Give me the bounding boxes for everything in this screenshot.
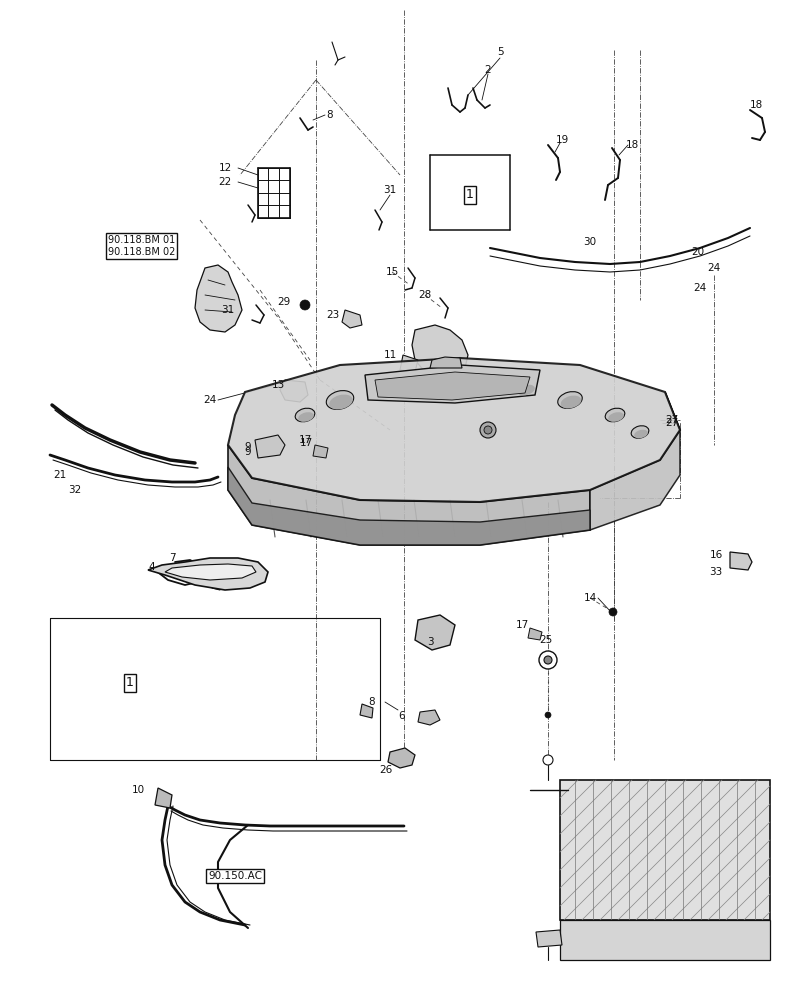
Polygon shape (730, 552, 752, 570)
Text: 1: 1 (466, 188, 474, 202)
Circle shape (484, 426, 492, 434)
Ellipse shape (634, 430, 648, 438)
Circle shape (300, 300, 310, 310)
Text: 25: 25 (540, 635, 553, 645)
Circle shape (609, 608, 617, 616)
Polygon shape (412, 325, 468, 378)
Text: 11: 11 (383, 350, 397, 360)
Ellipse shape (631, 426, 649, 438)
Text: 29: 29 (277, 297, 291, 307)
Text: 14: 14 (583, 593, 596, 603)
Text: 90.118.BM 01
90.118.BM 02: 90.118.BM 01 90.118.BM 02 (108, 235, 175, 257)
Text: 23: 23 (326, 310, 339, 320)
Text: 22: 22 (218, 177, 232, 187)
Ellipse shape (330, 395, 353, 409)
Text: 17: 17 (300, 438, 313, 448)
Polygon shape (228, 358, 680, 502)
Text: 8: 8 (326, 110, 334, 120)
Ellipse shape (326, 391, 354, 409)
Text: 8: 8 (368, 697, 375, 707)
Ellipse shape (295, 408, 315, 422)
Ellipse shape (605, 408, 625, 422)
Polygon shape (375, 372, 530, 400)
Text: 33: 33 (709, 567, 722, 577)
Ellipse shape (517, 385, 535, 395)
Text: 24: 24 (707, 263, 721, 273)
Text: 6: 6 (398, 711, 406, 721)
Circle shape (539, 651, 557, 669)
Text: 3: 3 (427, 637, 433, 647)
Polygon shape (418, 710, 440, 725)
Polygon shape (560, 920, 770, 960)
Circle shape (545, 712, 551, 718)
Text: 32: 32 (69, 485, 82, 495)
Ellipse shape (387, 385, 405, 395)
Polygon shape (536, 930, 562, 947)
Text: 27: 27 (665, 415, 679, 425)
Polygon shape (195, 265, 242, 332)
Ellipse shape (298, 412, 314, 422)
Polygon shape (255, 435, 285, 458)
Text: 27: 27 (665, 418, 679, 428)
Polygon shape (342, 310, 362, 328)
Polygon shape (212, 575, 222, 590)
Ellipse shape (385, 381, 406, 395)
Polygon shape (430, 357, 462, 368)
Polygon shape (400, 355, 418, 372)
Text: 17: 17 (516, 620, 528, 630)
Text: 28: 28 (419, 290, 431, 300)
Polygon shape (155, 788, 172, 808)
Text: 10: 10 (132, 785, 145, 795)
Polygon shape (148, 558, 268, 590)
Circle shape (544, 656, 552, 664)
Text: 9: 9 (245, 442, 251, 452)
Text: 9: 9 (245, 447, 251, 457)
Text: 15: 15 (385, 267, 398, 277)
Text: 1: 1 (126, 676, 134, 690)
Circle shape (480, 422, 496, 438)
Text: 20: 20 (692, 247, 705, 257)
Polygon shape (590, 392, 680, 530)
Polygon shape (228, 467, 590, 545)
Text: 12: 12 (218, 163, 232, 173)
Ellipse shape (561, 396, 581, 408)
Text: 21: 21 (53, 470, 66, 480)
Polygon shape (560, 780, 770, 920)
Circle shape (543, 755, 553, 765)
Polygon shape (313, 445, 328, 458)
Text: 31: 31 (383, 185, 397, 195)
Polygon shape (388, 748, 415, 768)
Text: 7: 7 (169, 553, 175, 563)
Ellipse shape (448, 375, 473, 391)
Text: 13: 13 (271, 380, 284, 390)
Text: 16: 16 (709, 550, 722, 560)
Ellipse shape (514, 381, 536, 395)
Polygon shape (415, 615, 455, 650)
Text: 31: 31 (221, 305, 234, 315)
Text: 24: 24 (693, 283, 707, 293)
Text: 17: 17 (298, 435, 312, 445)
Polygon shape (528, 628, 542, 640)
Text: 4: 4 (149, 562, 155, 572)
Text: 5: 5 (497, 47, 503, 57)
Polygon shape (280, 380, 308, 402)
Polygon shape (365, 365, 540, 403)
Text: 2: 2 (485, 65, 491, 75)
Text: 18: 18 (749, 100, 763, 110)
Ellipse shape (450, 379, 472, 391)
Text: 90.150.AC: 90.150.AC (208, 871, 262, 881)
Polygon shape (228, 445, 590, 545)
Text: 26: 26 (380, 765, 393, 775)
Text: 30: 30 (583, 237, 596, 247)
Ellipse shape (558, 392, 583, 408)
Text: 18: 18 (625, 140, 638, 150)
Text: 24: 24 (204, 395, 217, 405)
Text: 19: 19 (555, 135, 569, 145)
Polygon shape (165, 564, 256, 580)
Polygon shape (360, 704, 373, 718)
Ellipse shape (608, 412, 624, 422)
